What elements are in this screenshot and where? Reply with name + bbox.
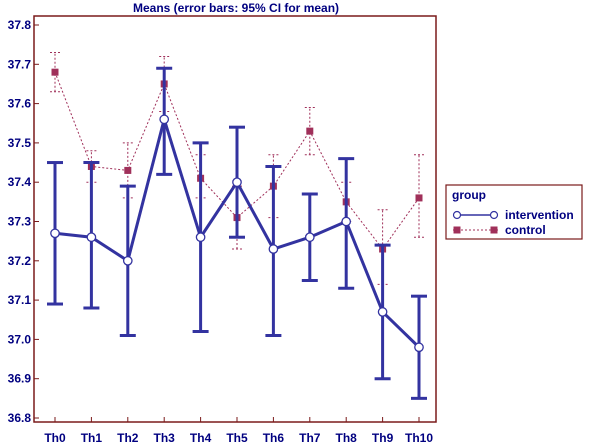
legend-box — [445, 184, 583, 240]
intervention-point — [195, 232, 206, 243]
legend-marker — [453, 226, 461, 234]
y-tick-label: 37.2 — [8, 254, 32, 268]
control-point — [306, 127, 314, 135]
legend-label-intervention: intervention — [505, 208, 574, 222]
y-tick-label: 37.6 — [8, 97, 32, 111]
intervention-point — [50, 228, 60, 239]
x-tick-label-th3: Th3 — [154, 431, 176, 445]
intervention-point — [377, 307, 388, 317]
intervention-point — [268, 244, 279, 254]
x-tick-label-th10: Th10 — [405, 431, 433, 445]
legend-item-control: control — [453, 223, 546, 237]
x-tick-label-th5: Th5 — [226, 431, 248, 445]
legend-marker — [452, 210, 462, 220]
x-tick-label-th6: Th6 — [263, 431, 285, 445]
y-axis: 37.8 37.7 37.6 37.5 37.4 37.3 37.2 37.1 37.0 36.9… — [8, 18, 39, 425]
series-intervention — [47, 66, 427, 400]
intervention-point — [232, 177, 242, 188]
y-tick-label: 37.4 — [8, 175, 32, 189]
x-tick-label-th8: Th8 — [336, 431, 358, 445]
legend-title: group — [452, 188, 486, 202]
x-tick-label-th0: Th0 — [44, 431, 66, 445]
control-error-bar — [50, 52, 60, 93]
control-error-bar — [304, 107, 315, 156]
intervention-point — [122, 255, 133, 266]
y-tick-label: 37.5 — [8, 136, 32, 150]
control-line — [54, 71, 420, 250]
legend-item-intervention: intervention — [452, 208, 574, 222]
x-axis: Th0 Th1 Th2 Th3 Th4 Th5 Th6 Th7 Th8 Th9 Th10 — [44, 417, 433, 445]
control-point — [51, 68, 59, 76]
plot-frame — [33, 15, 437, 423]
control-point — [415, 194, 423, 202]
y-tick-label: 37.7 — [8, 57, 32, 71]
intervention-point — [414, 342, 424, 353]
y-tick-label: 37.8 — [8, 18, 32, 32]
intervention-point — [159, 114, 170, 125]
y-tick-label: 36.8 — [8, 411, 32, 425]
intervention-point — [304, 232, 315, 243]
legend-label-control: control — [505, 223, 546, 237]
x-tick-label-th7: Th7 — [299, 431, 321, 445]
legend-marker — [490, 226, 498, 234]
y-tick-label: 37.1 — [8, 293, 32, 307]
legend-marker — [489, 210, 499, 220]
x-tick-label-th4: Th4 — [190, 431, 212, 445]
series-layer — [47, 52, 427, 400]
intervention-point — [341, 216, 352, 227]
x-tick-label-th9: Th9 — [372, 431, 394, 445]
y-tick-label: 37.3 — [8, 215, 32, 229]
y-tick-label: 37.0 — [8, 332, 32, 346]
intervention-point — [86, 232, 97, 243]
x-tick-label-th2: Th2 — [117, 431, 139, 445]
chart-title: Means (error bars: 95% CI for mean) — [133, 1, 339, 15]
x-tick-label-th1: Th1 — [81, 431, 103, 445]
control-point — [124, 166, 132, 174]
y-tick-label: 36.9 — [8, 372, 32, 386]
